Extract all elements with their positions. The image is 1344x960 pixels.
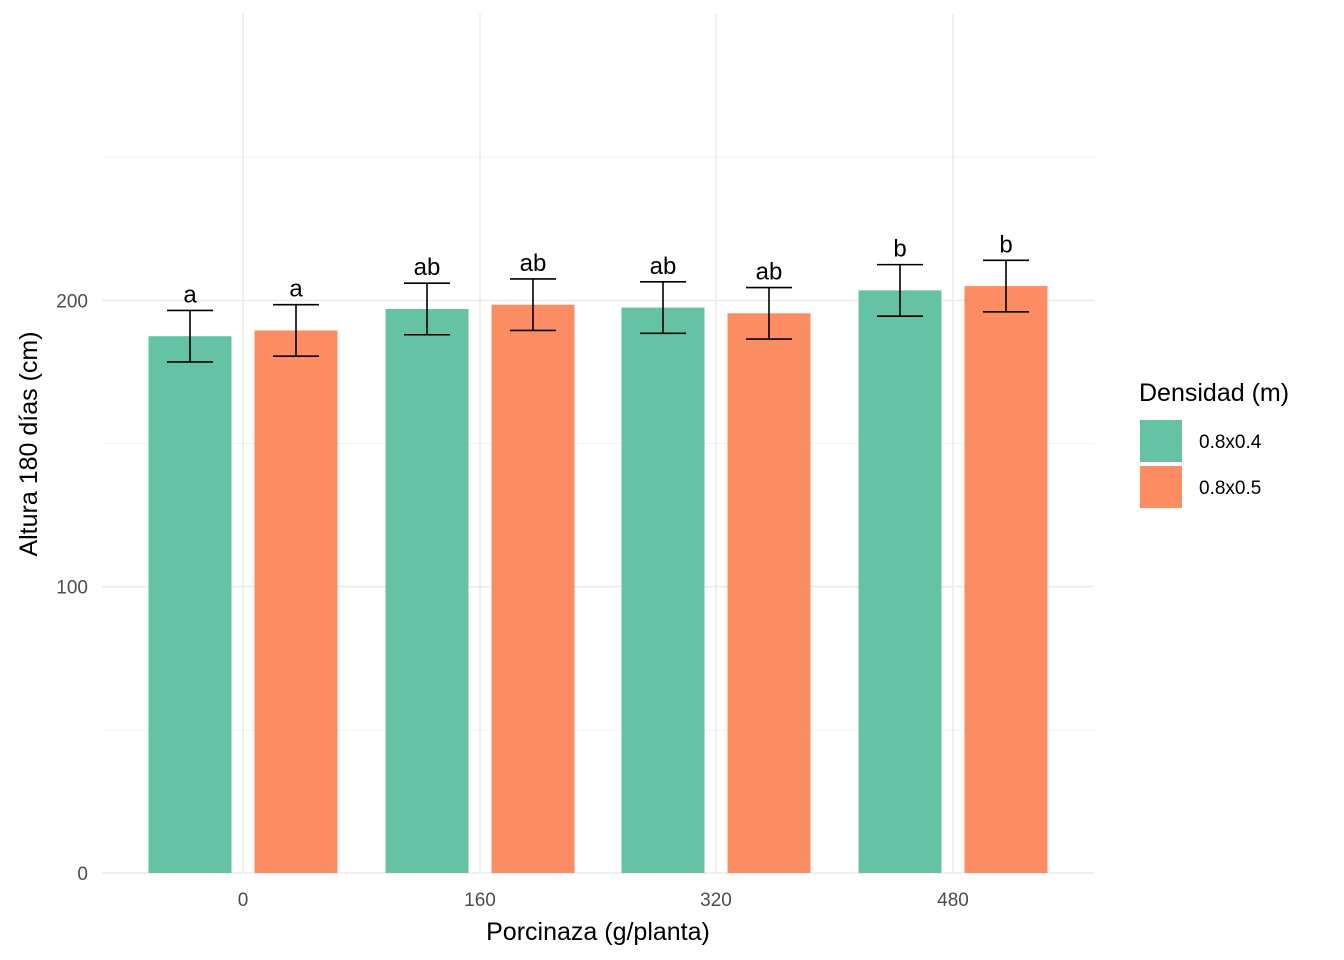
y-axis-title: Altura 180 días (cm) <box>15 331 43 556</box>
bar <box>491 304 575 874</box>
grid-lines <box>102 14 1094 874</box>
significance-label: a <box>289 276 303 303</box>
x-tick-label: 320 <box>700 890 732 911</box>
significance-label: b <box>999 231 1012 258</box>
error-bar <box>877 263 923 317</box>
bars <box>148 286 1048 874</box>
error-bar <box>167 309 213 363</box>
legend-title: Densidad (m) <box>1139 379 1289 407</box>
legend-label: 0.8x0.5 <box>1199 478 1261 499</box>
error-bar <box>983 259 1029 313</box>
significance-label: ab <box>520 250 547 277</box>
legend-item: 0.8x0.4 <box>1140 420 1262 462</box>
bar <box>621 307 705 873</box>
legend: Densidad (m) 0.8x0.4 0.8x0.5 <box>1139 379 1289 508</box>
error-bar <box>404 282 450 336</box>
error-bar <box>273 303 319 358</box>
significance-label: ab <box>756 259 783 286</box>
x-tick-label: 160 <box>464 890 496 911</box>
axes: 0 100 200 0 160 320 480 <box>56 291 969 911</box>
bar <box>858 290 942 873</box>
bar <box>385 308 469 873</box>
bar <box>727 313 811 873</box>
legend-items: 0.8x0.4 0.8x0.5 <box>1140 420 1262 508</box>
error-bars <box>167 259 1029 363</box>
significance-label: a <box>183 281 197 308</box>
y-tick-label: 200 <box>56 291 88 312</box>
error-bar <box>640 280 686 335</box>
legend-swatch <box>1140 466 1182 508</box>
significance-label: b <box>893 236 906 263</box>
bar <box>964 286 1048 874</box>
significance-labels: a ab ab b a ab ab b <box>183 231 1012 308</box>
significance-label: ab <box>414 254 441 281</box>
bar <box>148 336 232 873</box>
legend-label: 0.8x0.4 <box>1199 432 1262 453</box>
bar <box>254 330 338 873</box>
significance-label: ab <box>650 253 677 280</box>
legend-item: 0.8x0.5 <box>1140 466 1261 508</box>
error-bar <box>510 278 556 332</box>
error-bar <box>746 286 792 340</box>
x-tick-label: 480 <box>937 890 969 911</box>
y-tick-label: 100 <box>56 578 88 599</box>
x-axis-title: Porcinaza (g/planta) <box>486 918 710 946</box>
y-tick-label: 0 <box>77 864 88 885</box>
x-tick-label: 0 <box>238 890 249 911</box>
legend-swatch <box>1140 420 1182 462</box>
